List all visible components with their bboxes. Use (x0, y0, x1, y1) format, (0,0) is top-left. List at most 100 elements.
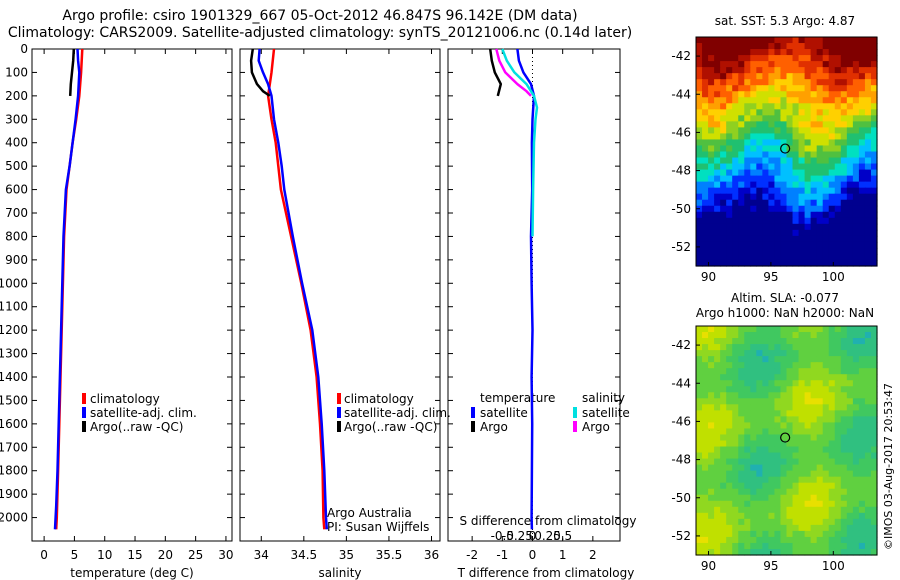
map-cell (840, 410, 848, 417)
map-cell (744, 398, 751, 405)
series-line-temperature-argo (488, 48, 503, 97)
x-tick-label: 34 (254, 548, 269, 562)
map-cell (780, 344, 788, 351)
map-cell (804, 115, 812, 122)
map-cell (870, 392, 878, 399)
map-cell (696, 488, 703, 496)
map-cell (774, 193, 782, 201)
map-cell (774, 55, 782, 62)
map-cell (792, 223, 800, 231)
map-cell (828, 211, 836, 219)
map-cell (816, 416, 824, 424)
map-cell (708, 512, 715, 520)
map-cell (786, 193, 794, 201)
map-cell (846, 235, 854, 243)
map-cell (840, 458, 848, 466)
map-cell (738, 253, 745, 261)
map-cell (720, 199, 727, 207)
map-cell (774, 440, 782, 448)
map-cell (762, 518, 769, 526)
map-cell (864, 428, 872, 436)
map-cell (762, 350, 769, 357)
map-cell (696, 428, 703, 436)
map-cell (834, 253, 842, 261)
map-cell (798, 542, 806, 550)
map-cell (792, 241, 800, 249)
map-cell (822, 392, 830, 399)
map-cell (768, 356, 776, 363)
map-cell (702, 362, 709, 369)
x-tick-label: 36 (424, 548, 439, 562)
map-cell (768, 43, 776, 50)
map-cell (864, 392, 872, 399)
map-cell (714, 235, 721, 243)
map-cell (714, 217, 721, 225)
map-cell (696, 259, 703, 267)
map-cell (846, 512, 854, 520)
map-cell (726, 446, 733, 454)
map-cell (714, 259, 721, 267)
map-cell (858, 506, 866, 514)
map-cell (780, 392, 788, 399)
map-cell (828, 458, 836, 466)
map-cell (714, 464, 721, 472)
map-cell (744, 193, 751, 201)
map-cell (750, 386, 757, 393)
map-cell (858, 115, 866, 122)
map-cell (816, 133, 824, 141)
map-cell (702, 73, 709, 80)
map-cell (792, 542, 800, 550)
map-cell (864, 145, 872, 153)
map-cell (804, 392, 812, 399)
map-cell (858, 482, 866, 490)
map-cell (804, 259, 812, 267)
map-cell (744, 374, 751, 381)
map-cell (762, 452, 769, 460)
x-tick-label: 0 (529, 548, 537, 562)
map-cell (798, 548, 806, 556)
map-cell (828, 55, 836, 62)
map-cell (744, 103, 751, 110)
x-tick-label: 35 (339, 548, 354, 562)
map-cell (840, 398, 848, 405)
map-cell (708, 115, 715, 122)
map-cell (702, 350, 709, 357)
map-cell (792, 422, 800, 430)
map-cell (738, 422, 745, 430)
map-cell (834, 127, 842, 135)
map-cell (762, 416, 769, 424)
map-cell (768, 181, 776, 189)
map-cell (696, 362, 703, 369)
map-y-tick-label: -46 (671, 414, 691, 428)
map-cell (738, 163, 745, 171)
map-cell (720, 500, 727, 508)
map-cell (750, 464, 757, 472)
map-cell (768, 536, 776, 544)
map-cell (804, 500, 812, 508)
map-cell (738, 133, 745, 141)
map-cell (810, 356, 818, 363)
map-cell (702, 446, 709, 454)
map-cell (834, 205, 842, 213)
map-cell (708, 506, 715, 514)
map-cell (696, 326, 703, 333)
map-cell (762, 422, 769, 430)
map-cell (726, 530, 733, 538)
map-cell (720, 79, 727, 86)
map-cell (840, 127, 848, 135)
map-cell (870, 187, 878, 195)
map-cell (804, 356, 812, 363)
map-cell (702, 67, 709, 74)
map-cell (702, 368, 709, 375)
map-cell (798, 332, 806, 339)
map-cell (768, 97, 776, 104)
map-cell (786, 139, 794, 147)
map-cell (720, 518, 727, 526)
map-cell (720, 524, 727, 532)
map-cell (762, 163, 769, 171)
map-cell (720, 428, 727, 436)
map-cell (828, 97, 836, 104)
map-cell (858, 187, 866, 195)
map-cell (864, 49, 872, 56)
map-cell (756, 157, 763, 165)
